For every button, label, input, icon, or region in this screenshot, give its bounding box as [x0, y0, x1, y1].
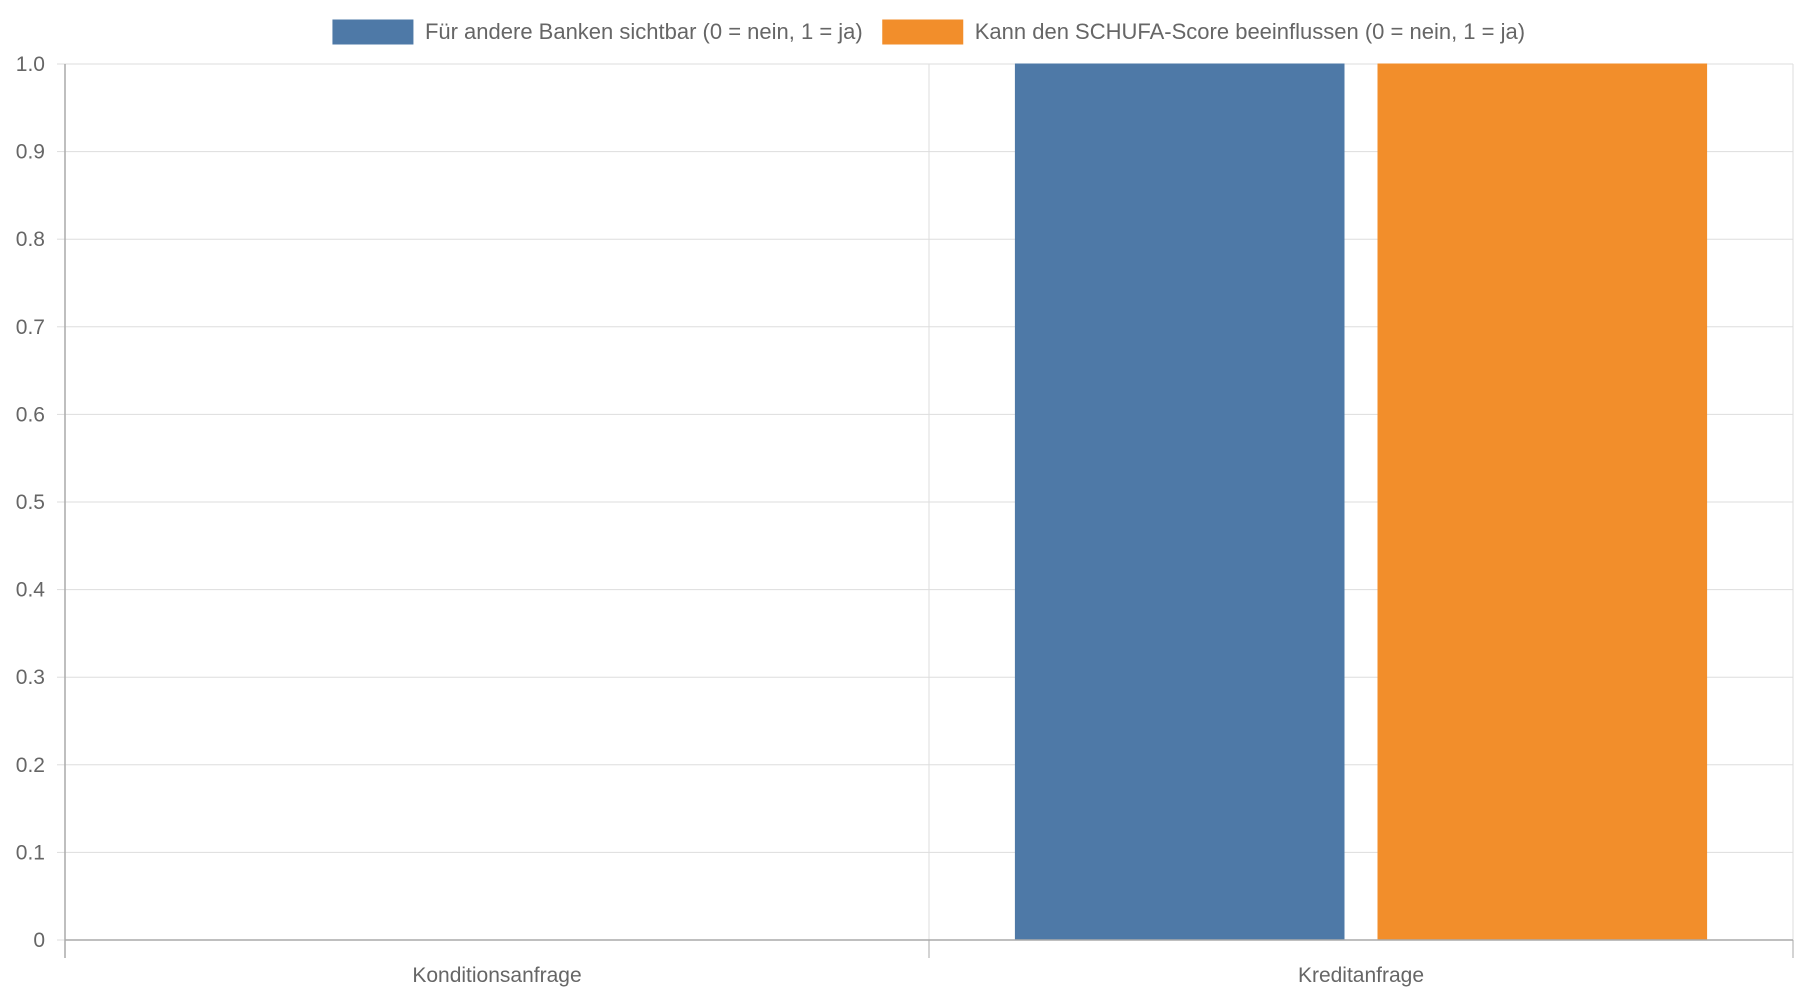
y-tick-label: 0.1 [16, 841, 45, 864]
legend-swatch [882, 19, 964, 45]
bars-layer [1014, 63, 1708, 941]
legend-item-sichtbar[interactable]: Für andere Banken sichtbar (0 = nein, 1 … [332, 19, 863, 45]
y-tick-label: 0.5 [16, 491, 45, 514]
y-tick-label: 0.3 [16, 666, 45, 689]
axes-layer [57, 63, 1794, 958]
bar-schufa-kreditanfrage[interactable] [1377, 63, 1708, 941]
x-tick-label: Konditionsanfrage [412, 964, 581, 987]
legend-swatch [332, 19, 414, 45]
y-tick-label: 0.2 [16, 754, 45, 777]
legend-item-schufa[interactable]: Kann den SCHUFA-Score beeinflussen (0 = … [882, 19, 1525, 45]
bar-sichtbar-kreditanfrage[interactable] [1014, 63, 1345, 941]
legend: Für andere Banken sichtbar (0 = nein, 1 … [332, 19, 1525, 45]
y-tick-label: 0.6 [16, 403, 45, 426]
y-tick-label: 0.9 [16, 141, 45, 164]
y-tick-label: 0.8 [16, 228, 45, 251]
y-tick-label: 0.7 [16, 316, 45, 339]
y-tick-label: 0.4 [16, 579, 46, 602]
x-tick-label: Kreditanfrage [1298, 964, 1424, 987]
y-tick-label: 1.0 [16, 53, 45, 76]
legend-label: Kann den SCHUFA-Score beeinflussen (0 = … [975, 19, 1525, 44]
ticks-layer: 0 0.1 0.2 0.3 0.4 0.5 0.6 0.7 0.8 0.9 1.0 Kondition… [16, 53, 1424, 987]
legend-label: Für andere Banken sichtbar (0 = nein, 1 … [425, 19, 863, 44]
y-tick-label: 0 [33, 929, 45, 952]
